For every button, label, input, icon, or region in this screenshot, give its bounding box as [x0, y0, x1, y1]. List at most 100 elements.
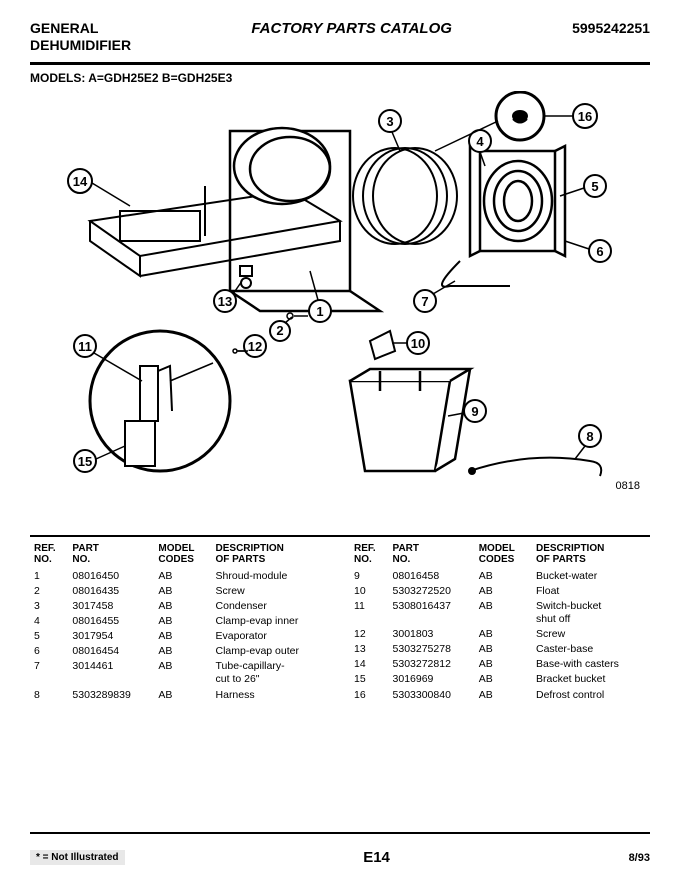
cell-part: 3014461: [68, 659, 154, 687]
cell-ref: 6: [30, 644, 68, 659]
cell-desc: Shroud-module: [212, 569, 330, 584]
cell-desc: Screw: [532, 627, 650, 642]
col-desc: DESCRIPTIONOF PARTS: [532, 541, 650, 569]
cell-ref: 7: [30, 659, 68, 687]
table-top-divider: [30, 535, 650, 537]
svg-text:8: 8: [586, 429, 593, 444]
svg-text:11: 11: [78, 339, 92, 354]
catalog-page: GENERAL DEHUMIDIFIER FACTORY PARTS CATAL…: [0, 0, 680, 880]
cell-model: AB: [475, 599, 532, 627]
cell-desc: Clamp-evap inner: [212, 614, 330, 629]
table-row: 135303275278ABCaster-base: [350, 642, 650, 657]
header-brand-block: GENERAL DEHUMIDIFIER: [30, 20, 131, 54]
cell-ref: 14: [350, 657, 389, 672]
header-divider: [30, 62, 650, 65]
svg-text:6: 6: [596, 244, 603, 259]
svg-text:13: 13: [218, 294, 232, 309]
cell-part: 3017954: [68, 629, 154, 644]
svg-text:3: 3: [386, 114, 393, 129]
col-model: MODELCODES: [475, 541, 532, 569]
table-row: 153016969ABBracket bucket: [350, 672, 650, 687]
col-ref: REF.NO.: [30, 541, 68, 569]
svg-text:9: 9: [471, 404, 478, 419]
table-row: 608016454ABClamp-evap outer: [30, 644, 330, 659]
cell-model: AB: [475, 657, 532, 672]
table-row: 145303272812ABBase-with casters: [350, 657, 650, 672]
table-row: 408016455ABClamp-evap inner: [30, 614, 330, 629]
cell-desc: Harness: [212, 688, 330, 703]
cell-model: AB: [475, 642, 532, 657]
page-footer: * = Not Illustrated E14 8/93: [30, 849, 650, 866]
cell-part: 5303272812: [389, 657, 475, 672]
footer-note: * = Not Illustrated: [30, 850, 125, 865]
table-row: 53017954ABEvaporator: [30, 629, 330, 644]
table-row: 165303300840ABDefrost control: [350, 688, 650, 703]
table-row: 105303272520ABFloat: [350, 584, 650, 599]
table-row: 115308016437ABSwitch-bucketshut off: [350, 599, 650, 627]
cell-ref: 10: [350, 584, 389, 599]
cell-model: AB: [475, 627, 532, 642]
col-ref: REF.NO.: [350, 541, 389, 569]
cell-desc: Bucket-water: [532, 569, 650, 584]
cell-desc: Float: [532, 584, 650, 599]
parts-table-left: REF.NO. PARTNO. MODELCODES DESCRIPTIONOF…: [30, 541, 330, 703]
cell-ref: 9: [350, 569, 389, 584]
cell-desc: Tube-capillary-cut to 26": [212, 659, 330, 687]
cell-ref: 4: [30, 614, 68, 629]
cell-desc: Evaporator: [212, 629, 330, 644]
cell-ref: 3: [30, 599, 68, 614]
cell-ref: 16: [350, 688, 389, 703]
cell-model: AB: [154, 659, 211, 687]
cell-model: AB: [475, 672, 532, 687]
cell-part: 5303272520: [389, 584, 475, 599]
col-part: PARTNO.: [389, 541, 475, 569]
cell-part: 08016435: [68, 584, 154, 599]
parts-tables: REF.NO. PARTNO. MODELCODES DESCRIPTIONOF…: [30, 541, 650, 703]
cell-part: 3016969: [389, 672, 475, 687]
cell-ref: 5: [30, 629, 68, 644]
brand-name: GENERAL: [30, 20, 131, 37]
cell-part: 08016455: [68, 614, 154, 629]
cell-ref: 13: [350, 642, 389, 657]
table-row: 85303289839ABHarness: [30, 688, 330, 703]
catalog-number: 5995242251: [572, 20, 650, 36]
svg-text:15: 15: [78, 454, 92, 469]
col-desc: DESCRIPTIONOF PARTS: [212, 541, 330, 569]
cell-model: AB: [154, 569, 211, 584]
cell-desc: Base-with casters: [532, 657, 650, 672]
cell-part: 3017458: [68, 599, 154, 614]
cell-part: 5308016437: [389, 599, 475, 627]
table-row: 108016450ABShroud-module: [30, 569, 330, 584]
cell-model: AB: [475, 688, 532, 703]
table-row: 908016458ABBucket-water: [350, 569, 650, 584]
table-row: 73014461ABTube-capillary-cut to 26": [30, 659, 330, 687]
parts-table-right: REF.NO. PARTNO. MODELCODES DESCRIPTIONOF…: [350, 541, 650, 703]
cell-ref: 15: [350, 672, 389, 687]
cell-model: AB: [154, 688, 211, 703]
svg-text:16: 16: [578, 109, 592, 124]
cell-model: AB: [154, 614, 211, 629]
cell-desc: Caster-base: [532, 642, 650, 657]
cell-desc: Switch-bucketshut off: [532, 599, 650, 627]
svg-text:5: 5: [591, 179, 598, 194]
cell-ref: 2: [30, 584, 68, 599]
svg-text:1: 1: [316, 304, 323, 319]
cell-part: 5303275278: [389, 642, 475, 657]
cell-model: AB: [475, 584, 532, 599]
svg-text:12: 12: [248, 339, 262, 354]
cell-desc: Condenser: [212, 599, 330, 614]
diagram-svg: 14 1 2 3 4 5: [30, 91, 650, 531]
cell-part: 08016450: [68, 569, 154, 584]
cell-model: AB: [154, 629, 211, 644]
page-header: GENERAL DEHUMIDIFIER FACTORY PARTS CATAL…: [30, 20, 650, 54]
svg-text:7: 7: [421, 294, 428, 309]
models-line: MODELS: A=GDH25E2 B=GDH25E3: [30, 71, 650, 85]
exploded-diagram: 14 1 2 3 4 5: [30, 91, 650, 531]
product-name: DEHUMIDIFIER: [30, 37, 131, 54]
diagram-code: 0818: [616, 480, 640, 492]
cell-part: 08016458: [389, 569, 475, 584]
table-row: 33017458ABCondenser: [30, 599, 330, 614]
cell-ref: 11: [350, 599, 389, 627]
cell-part: 5303300840: [389, 688, 475, 703]
svg-text:4: 4: [476, 134, 484, 149]
